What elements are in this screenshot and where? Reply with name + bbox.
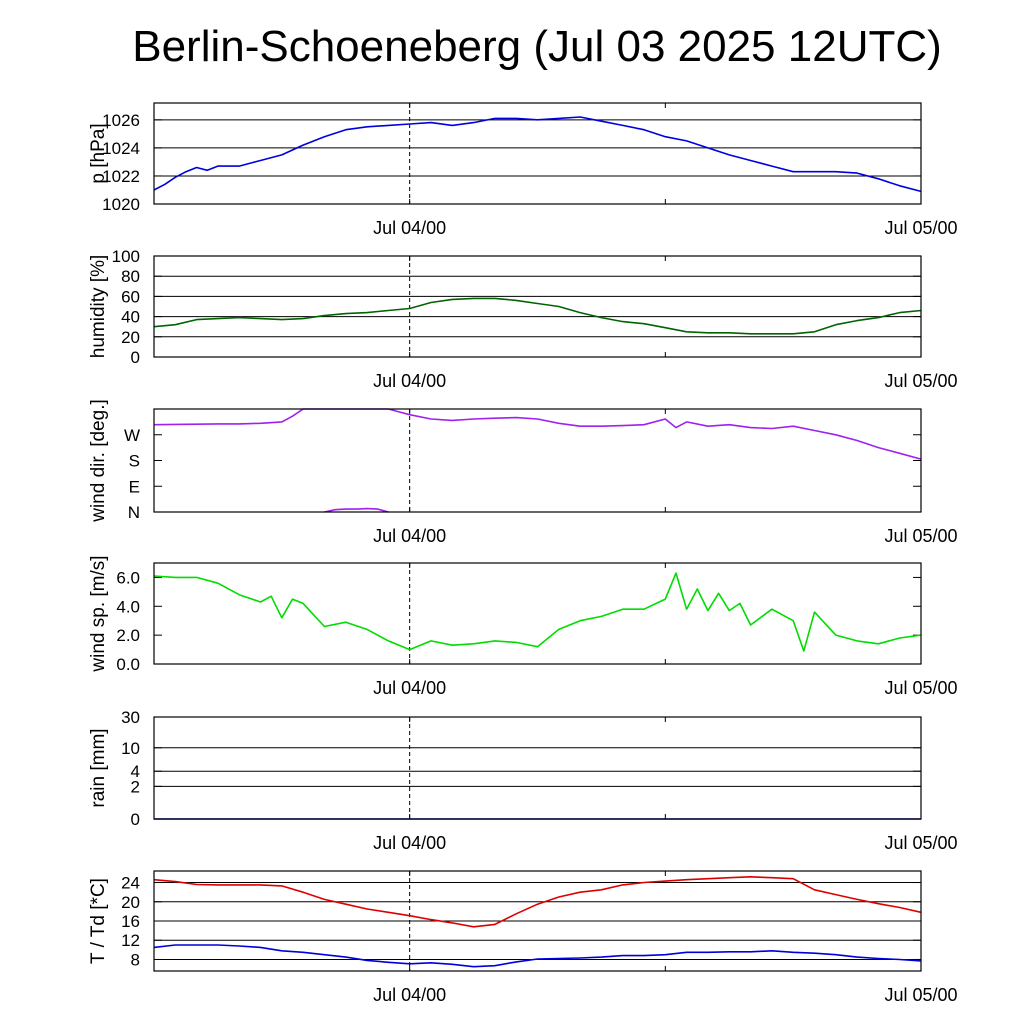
rain-y-tick-label: 2: [131, 777, 140, 796]
temperature-y-tick-label: 12: [121, 931, 140, 950]
chart-title: Berlin-Schoeneberg (Jul 03 2025 12UTC): [132, 22, 942, 71]
humidity-series-line: [153, 297, 922, 335]
temperature-y-tick-label: 20: [121, 893, 140, 912]
rain-x-tick-label: Jul 04/00: [373, 833, 446, 853]
humidity-y-tick-label: 100: [112, 247, 140, 266]
wind-direction-y-tick-label: W: [124, 426, 140, 445]
wind-speed-x-tick-label: Jul 04/00: [373, 678, 446, 698]
wind-direction-y-tick-label: E: [129, 477, 140, 496]
pressure-y-tick-label: 1026: [102, 111, 140, 130]
humidity-y-tick-label: 80: [121, 267, 140, 286]
rain-frame: [153, 716, 922, 820]
wind-speed-panel: 0.0 2.0 4.0 6.0 wind sp. [m/s] Jul 04/00 Jul 0…: [88, 555, 958, 698]
wind-direction-x-tick-label: Jul 05/00: [884, 526, 957, 546]
temperature-frame: [153, 870, 922, 972]
temperature-y-tick-label: 8: [131, 950, 140, 969]
pressure-x-tick-label: Jul 05/00: [884, 218, 957, 238]
temperature-y-axis-label: T / Td [*C]: [88, 878, 109, 964]
pressure-series-line: [153, 116, 922, 193]
rain-y-tick-label: 4: [131, 762, 140, 781]
rain-y-tick-label: 30: [121, 708, 140, 727]
wind-speed-y-tick-label: 4.0: [116, 597, 140, 616]
pressure-y-axis-label: p [hPa]: [88, 123, 109, 183]
wind-speed-y-axis-label: wind sp. [m/s]: [88, 555, 109, 672]
wind-direction-y-tick-label: S: [129, 452, 140, 471]
wind-speed-y-tick-label: 6.0: [116, 568, 140, 587]
temperature-series-line: [153, 875, 922, 928]
wind-direction-series-line: [324, 507, 389, 513]
wind-direction-frame: [153, 408, 922, 513]
wind-direction-x-tick-label: Jul 04/00: [373, 526, 446, 546]
rain-y-tick-label: 10: [121, 739, 140, 758]
humidity-frame: [153, 255, 922, 358]
wind-direction-y-tick-label: N: [128, 503, 140, 522]
humidity-y-tick-label: 20: [121, 328, 140, 347]
humidity-y-tick-label: 40: [121, 308, 140, 327]
temperature-x-tick-label: Jul 04/00: [373, 985, 446, 1005]
rain-panel: 0 24 10 30 rain [mm] Jul 04/00 Jul 05/00: [88, 708, 958, 853]
humidity-y-axis-label: humidity [%]: [88, 255, 109, 358]
wind-speed-y-tick-label: 0.0: [116, 655, 140, 674]
pressure-y-tick-label: 1020: [102, 195, 140, 214]
wind-speed-series-line: [153, 572, 922, 652]
humidity-x-tick-label: Jul 04/00: [373, 371, 446, 391]
rain-y-tick-label: 0: [131, 810, 140, 829]
humidity-y-tick-label: 60: [121, 287, 140, 306]
wind-speed-y-tick-label: 2.0: [116, 626, 140, 645]
humidity-x-tick-label: Jul 05/00: [884, 371, 957, 391]
temperature-y-tick-label: 16: [121, 912, 140, 931]
humidity-y-tick-label: 0: [131, 348, 140, 367]
rain-x-tick-label: Jul 05/00: [884, 833, 957, 853]
temperature-series-line: [153, 944, 922, 968]
temperature-x-tick-label: Jul 05/00: [884, 985, 957, 1005]
wind-speed-x-tick-label: Jul 05/00: [884, 678, 957, 698]
wind-direction-y-axis-label: wind dir. [deg.]: [88, 399, 109, 523]
pressure-frame: [153, 102, 922, 205]
pressure-y-tick-label: 1024: [102, 139, 140, 158]
wind-speed-frame: [153, 562, 922, 665]
wind-direction-series-line: [153, 408, 922, 460]
pressure-x-tick-label: Jul 04/00: [373, 218, 446, 238]
temperature-y-tick-label: 24: [121, 874, 140, 893]
rain-y-axis-label: rain [mm]: [88, 728, 109, 807]
pressure-y-tick-label: 1022: [102, 167, 140, 186]
